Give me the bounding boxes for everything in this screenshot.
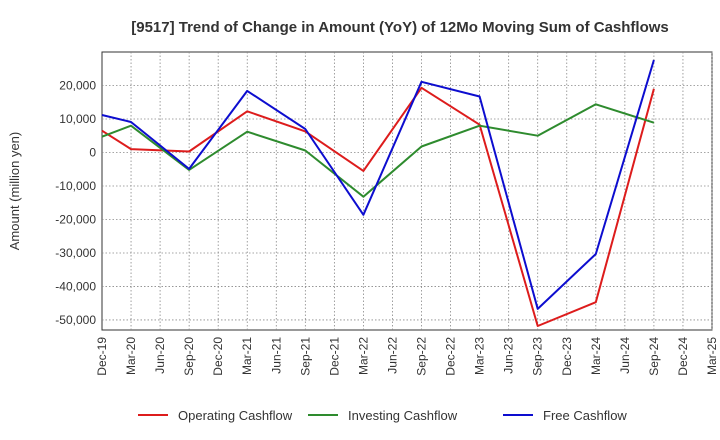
grid-lines [102,52,713,330]
y-tick-label: 10,000 [59,112,96,126]
x-tick-label: Jun-24 [618,337,632,374]
chart-title: [9517] Trend of Change in Amount (YoY) o… [131,19,669,36]
x-tick-label: Dec-21 [327,337,341,376]
x-tick-label: Mar-25 [705,337,719,375]
x-tick-label: Jun-23 [502,337,516,374]
operating-cashflow-line [101,86,655,327]
legend-label-free-cashflow: Free Cashflow [543,408,627,423]
x-tick-label: Mar-20 [124,337,138,375]
x-tick-label: Dec-23 [560,337,574,376]
y-axis-ticks: 20,000 10,000 0 -10,000 -20,000 -30,000 -40,00… [55,78,96,326]
y-tick-label: -50,000 [55,313,96,327]
x-tick-label: Jun-21 [269,337,283,374]
x-tick-label: Mar-21 [240,337,254,375]
x-tick-label: Jun-20 [153,337,167,374]
x-tick-label: Dec-22 [444,337,458,376]
series-lines [101,59,655,327]
plot-area [101,51,713,331]
x-tick-label: Mar-22 [356,337,370,375]
x-tick-label: Jun-22 [385,337,399,374]
x-tick-label: Dec-19 [95,337,109,376]
legend-label-investing-cashflow: Investing Cashflow [348,408,458,423]
x-tick-label: Sep-20 [182,337,196,376]
y-tick-label: -10,000 [55,179,96,193]
y-tick-label: -40,000 [55,279,96,293]
y-tick-label: -20,000 [55,212,96,226]
y-axis-label: Amount (million yen) [7,132,22,251]
x-tick-label: Mar-23 [473,337,487,375]
x-tick-label: Dec-24 [676,337,690,376]
y-tick-label: -30,000 [55,246,96,260]
x-tick-label: Sep-23 [531,337,545,376]
investing-cashflow-line [101,103,655,198]
x-tick-label: Sep-21 [298,337,312,376]
legend: Operating Cashflow Investing Cashflow Free… [138,408,627,423]
x-axis-ticks: Dec-19 Mar-20 Jun-20 Sep-20 Dec-20 Mar-21 Jun-… [95,337,719,376]
y-tick-label: 0 [89,145,96,159]
y-tick-label: 20,000 [59,78,96,92]
free-cashflow-line [101,59,655,310]
x-tick-label: Mar-24 [589,337,603,375]
x-tick-label: Dec-20 [211,337,225,376]
x-tick-label: Sep-22 [415,337,429,376]
x-tick-label: Sep-24 [647,337,661,376]
legend-label-operating-cashflow: Operating Cashflow [178,408,293,423]
